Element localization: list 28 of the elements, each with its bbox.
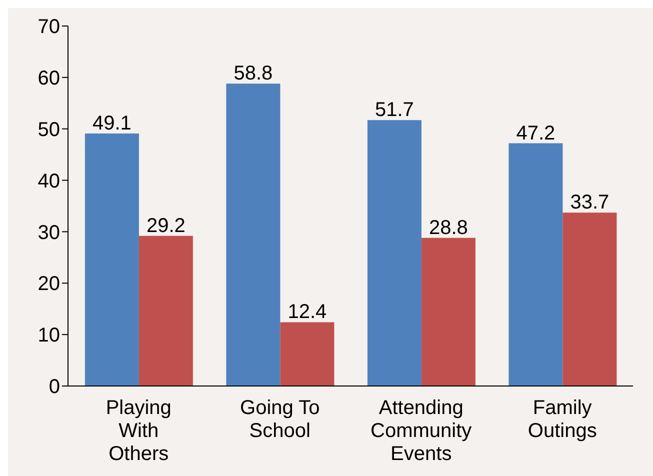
- x-tick-label: Playing With Others: [106, 397, 172, 465]
- data-label: 28.8: [428, 216, 468, 239]
- data-label: 29.2: [146, 214, 186, 237]
- bar: [508, 143, 563, 386]
- data-label: 33.7: [570, 192, 610, 214]
- data-label: 49.1: [92, 112, 132, 134]
- x-tick-label: Going To School: [240, 397, 320, 442]
- bar: [226, 84, 280, 386]
- bar: [84, 133, 139, 386]
- x-tick-label: Family Outings: [528, 397, 597, 442]
- data-label: 47.2: [516, 122, 556, 144]
- bar: [421, 238, 476, 386]
- y-tick-label: 60: [38, 68, 60, 90]
- data-label: 51.7: [374, 99, 414, 122]
- y-tick-label: 50: [38, 118, 60, 141]
- y-tick-label: 70: [38, 16, 60, 38]
- x-tick-label: Attending Community Events: [370, 397, 472, 465]
- y-tick-label: 10: [38, 324, 60, 347]
- bar: [280, 322, 334, 386]
- data-label: 12.4: [288, 301, 327, 324]
- data-label: 58.8: [234, 62, 273, 85]
- bar: [367, 120, 422, 386]
- bar: [562, 212, 617, 386]
- bar: [138, 236, 193, 386]
- y-tick-label: 40: [38, 170, 60, 192]
- y-tick-label: 30: [38, 222, 60, 244]
- y-tick-label: 20: [38, 273, 60, 296]
- y-tick-label: 0: [48, 376, 60, 398]
